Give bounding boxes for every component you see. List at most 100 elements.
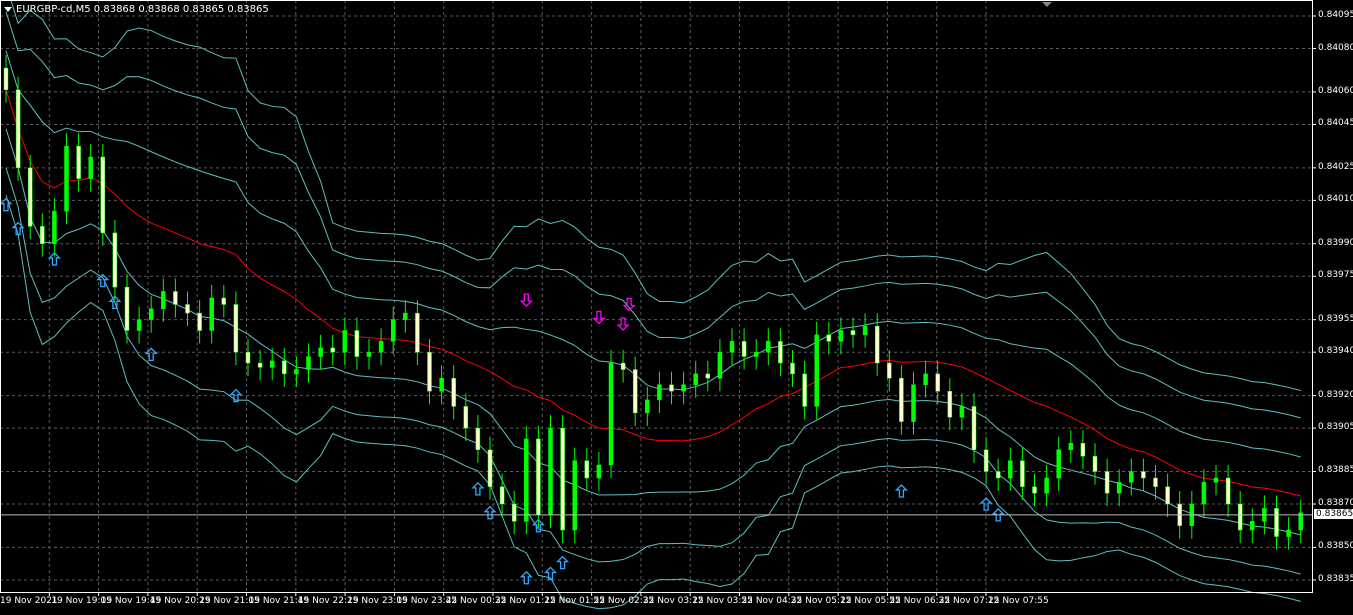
time-tick-label: 22 Nov 00:35 [445,596,507,606]
candle-bull [1201,482,1207,505]
candle-bull [657,384,662,401]
candle-bear [632,369,638,414]
price-tick-label: 0.83835 [1318,573,1353,584]
candle-bear [3,67,9,90]
current-price-label: 0.83865 [1314,508,1353,519]
candle-bear [741,341,747,357]
price-tick-label: 0.84025 [1318,161,1353,172]
up-arrow-icon [543,566,558,581]
candle-bull [269,360,275,368]
candle-bull [1056,449,1061,479]
symbol-quote: EURGBP-cd,M5 0.83868 0.83868 0.83865 0.8… [16,4,269,15]
candle-bull [814,334,819,407]
candle-bull [1286,529,1291,537]
candle-bull [766,341,771,353]
lower-band-line [5,128,1301,536]
candle-bear [620,362,626,370]
candle-bull [52,210,57,244]
candle-bull [1008,460,1013,479]
up-arrow-icon [894,484,908,498]
candle-bull [608,362,614,466]
price-tick-label: 0.83955 [1318,313,1353,324]
candle-bear [124,286,130,331]
candle-bear [1225,477,1231,505]
candle-bear [1032,486,1037,494]
candle-bear [1274,508,1279,537]
time-tick-label: 19 Nov 20:25 [149,596,211,606]
candle-bear [197,312,202,331]
down-arrow-icon [519,293,533,308]
time-tick-label: 22 Nov 07:55 [988,596,1049,606]
upper-band-line [5,50,1301,458]
candle-bull [439,377,444,392]
candle-bull [645,399,650,414]
up-arrow-icon [979,497,993,511]
candle-bull [294,369,299,375]
candle-bull [572,460,577,531]
up-arrow-icon [531,518,545,533]
upper-band-line [5,11,1301,419]
candle-bear [850,330,856,336]
candle-bear [874,325,880,364]
candle-bull [838,330,844,342]
candle-bear [257,362,263,368]
candle-bull [1068,443,1074,451]
time-tick-label: 22 Nov 05:55 [840,596,901,606]
candle-bear [330,347,335,353]
candle-bear [669,384,674,392]
time-tick-label: 22 Nov 07:15 [938,596,1000,606]
candle-bull [862,325,868,336]
candle-bull [596,464,602,479]
dropdown-triangle-icon[interactable] [4,6,12,12]
candle-bear [221,297,227,305]
candle-bear [27,167,33,227]
up-arrow-icon [519,570,533,585]
price-tick-label: 0.84010 [1318,194,1353,205]
candle-bear [1020,460,1025,487]
candle-bear [463,406,469,429]
price-tick-label: 0.83920 [1318,389,1353,400]
time-tick-label: 22 Nov 03:55 [692,596,753,606]
price-tick-label: 0.83905 [1318,422,1353,433]
time-tick-label: 22 Nov 04:35 [741,596,803,606]
up-arrow-icon [229,388,243,403]
time-tick-label: 22 Nov 06:35 [889,596,951,606]
price-tick-label: 0.83990 [1318,237,1353,248]
candle-bear [1104,471,1110,494]
candle-bull [1129,471,1134,483]
candle-bull [911,384,916,422]
candle-bear [536,438,541,516]
lower-band-line [5,167,1301,575]
time-tick-label: 19 Nov 2021 [0,596,58,606]
chart-frame [0,0,1313,593]
time-tick-label: 22 Nov 05:15 [790,596,852,606]
candle-bear [778,341,783,364]
time-tick-label: 22 Nov 01:15 [495,596,556,606]
candle-bull [1298,512,1303,531]
candle-bull [717,351,723,379]
price-tick-label: 0.84060 [1318,85,1353,96]
candle-bull [403,312,408,320]
up-arrow-icon [471,481,485,496]
price-tick-label: 0.84045 [1318,118,1353,129]
price-tick-label: 0.83975 [1318,270,1353,281]
up-arrow-icon [0,197,13,212]
candle-bear [511,503,517,522]
price-tick-label: 0.83940 [1318,346,1353,357]
candle-bull [88,156,93,179]
candle-bull [753,351,759,357]
candle-bull [1250,521,1255,531]
candle-bull [306,356,311,370]
candle-bear [427,351,432,392]
candle-bear [584,460,590,479]
down-arrow-icon [616,317,630,331]
candle-bear [1092,456,1098,472]
candle-bear [705,373,711,379]
candle-bull [136,319,142,331]
candle-bear [245,351,251,364]
candle-bear [802,373,807,407]
candle-bull [161,291,166,310]
upper-band-line [10,0,1301,392]
candle-bear [1153,477,1158,487]
